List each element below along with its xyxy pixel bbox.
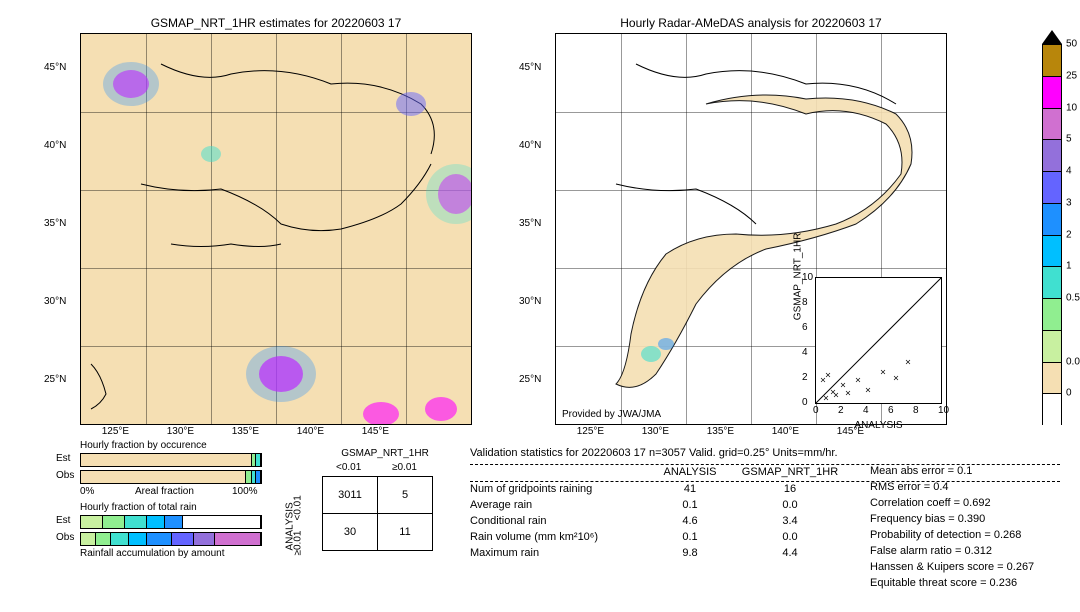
right-ytick: 40°N [519, 140, 541, 151]
validation-row: Average rain0.10.0 [470, 498, 850, 514]
validation-col1: ANALYSIS [650, 465, 730, 481]
right-map-panel: Hourly Radar-AMeDAS analysis for 2022060… [555, 33, 947, 425]
right-ytick: 25°N [519, 374, 541, 385]
cont-cell-00: 3011 [323, 477, 378, 514]
colorbar-label: 3 [1066, 197, 1072, 208]
est-label-2: Est [56, 515, 70, 526]
right-xtick: 140°E [772, 426, 799, 437]
left-xtick: 130°E [167, 426, 194, 437]
colorbar-label: 25 [1066, 70, 1077, 81]
cont-col-left: <0.01 [336, 462, 361, 473]
areal-0: 0% [80, 486, 94, 497]
right-map-title: Hourly Radar-AMeDAS analysis for 2022060… [556, 16, 946, 30]
right-xtick: 125°E [577, 426, 604, 437]
right-xtick: 130°E [642, 426, 669, 437]
areal-frac: Areal fraction [135, 486, 194, 497]
validation-metric: Probability of detection = 0.268 [870, 528, 1034, 544]
right-xtick: 145°E [837, 426, 864, 437]
left-xtick: 135°E [232, 426, 259, 437]
colorbar-label: 5 [1066, 134, 1072, 145]
validation-metric: Equitable threat score = 0.236 [870, 576, 1034, 592]
validation-metric: Correlation coeff = 0.692 [870, 496, 1034, 512]
left-ytick: 40°N [44, 140, 66, 151]
validation-metric: Mean abs error = 0.1 [870, 464, 1034, 480]
obs-label-2: Obs [56, 532, 74, 543]
obs-label-1: Obs [56, 470, 74, 481]
left-xtick: 145°E [362, 426, 389, 437]
cont-cell-11: 11 [378, 514, 433, 551]
validation-block: Validation statistics for 20220603 17 n=… [470, 446, 1060, 562]
right-xtick: 135°E [707, 426, 734, 437]
validation-metric: RMS error = 0.4 [870, 480, 1034, 496]
validation-row: Rain volume (mm km²10⁶)0.10.0 [470, 530, 850, 546]
colorbar-label: 10 [1066, 102, 1077, 113]
cont-cell-01: 5 [378, 477, 433, 514]
colorbar-label: 1 [1066, 261, 1072, 272]
colorbar: 502510543210.50.010 [1042, 30, 1062, 425]
colorbar-label: 0.5 [1066, 293, 1080, 304]
bar-occ-est [80, 453, 262, 467]
left-map-title: GSMAP_NRT_1HR estimates for 20220603 17 [81, 16, 471, 30]
left-xtick: 125°E [102, 426, 129, 437]
bar-rain-est [80, 515, 262, 529]
right-ytick: 30°N [519, 296, 541, 307]
validation-metric: Hanssen & Kuipers score = 0.267 [870, 560, 1034, 576]
bar-occ-obs [80, 470, 262, 484]
contingency-table: 30115 3011 [322, 476, 433, 551]
areal-100: 100% [232, 486, 258, 497]
left-map-panel: GSMAP_NRT_1HR estimates for 20220603 17 [80, 33, 472, 425]
bar-rain-obs [80, 532, 262, 546]
cont-cell-10: 30 [323, 514, 378, 551]
validation-row: Maximum rain9.84.4 [470, 546, 850, 562]
validation-metric: False alarm ratio = 0.312 [870, 544, 1034, 560]
cont-col-title: GSMAP_NRT_1HR [330, 448, 440, 459]
cont-row-top: <0.01 [293, 495, 304, 520]
colorbar-label: 50 [1066, 39, 1077, 50]
colorbar-label: 0 [1066, 388, 1072, 399]
validation-col2: GSMAP_NRT_1HR [730, 465, 850, 481]
colorbar-label: 4 [1066, 166, 1072, 177]
est-label-1: Est [56, 453, 70, 464]
colorbar-label: 2 [1066, 229, 1072, 240]
frac-occ-title: Hourly fraction by occurence [80, 440, 207, 451]
validation-header: Validation statistics for 20220603 17 n=… [470, 446, 1060, 465]
left-ytick: 45°N [44, 62, 66, 73]
left-xtick: 140°E [297, 426, 324, 437]
left-ytick: 25°N [44, 374, 66, 385]
right-ytick: 35°N [519, 218, 541, 229]
validation-metric: Frequency bias = 0.390 [870, 512, 1034, 528]
left-ytick: 30°N [44, 296, 66, 307]
rain-accum-footer: Rainfall accumulation by amount [80, 548, 225, 559]
left-ytick: 35°N [44, 218, 66, 229]
validation-row: Num of gridpoints raining4116 [470, 482, 850, 498]
cont-col-right: ≥0.01 [392, 462, 417, 473]
validation-row: Conditional rain4.63.4 [470, 514, 850, 530]
cont-row-bottom: ≥0.01 [293, 531, 304, 556]
colorbar-label: 0.01 [1066, 356, 1080, 367]
right-ytick: 45°N [519, 62, 541, 73]
frac-rain-title: Hourly fraction of total rain [80, 502, 197, 513]
